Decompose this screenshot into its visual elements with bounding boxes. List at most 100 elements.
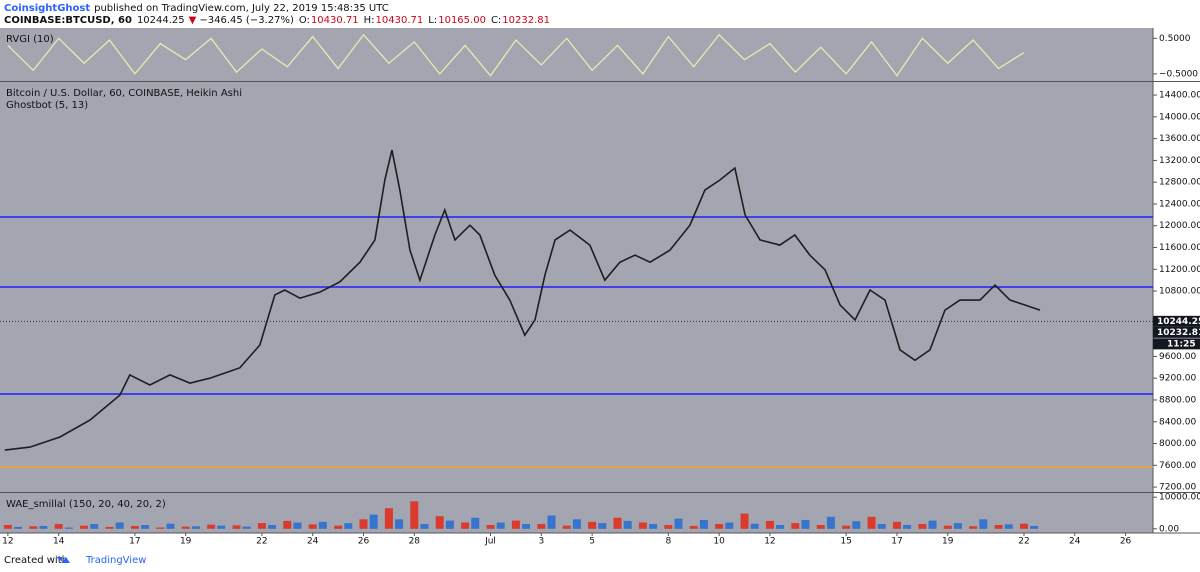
histogram-bar [268, 525, 277, 529]
histogram-bar [1030, 525, 1039, 529]
histogram-bar [547, 515, 556, 529]
histogram-bar [461, 522, 470, 529]
histogram-bar [359, 519, 368, 529]
ohlc-key: H: [364, 15, 375, 26]
pane-title: WAE_smillal (150, 20, 40, 20, 2) [6, 499, 166, 510]
histogram-bar [826, 516, 835, 529]
countdown: 11:25 [1167, 339, 1196, 349]
ohlc-key: C: [491, 15, 501, 26]
histogram-bar [283, 520, 292, 529]
histogram-bar [1019, 523, 1028, 529]
histogram-bar [572, 519, 581, 529]
charts: RVGI (10) 0.5000 −0.5000 Bitcoin / U.S. Dol… [0, 33, 1200, 547]
logo [56, 557, 70, 563]
x-tick-label: 3 [538, 537, 544, 547]
ohlc-value: 10430.71 [376, 15, 424, 26]
histogram-bar [816, 525, 825, 529]
published: published on TradingView.com, July 22, 2… [94, 3, 389, 14]
histogram-bar [979, 519, 988, 529]
histogram-bar [3, 525, 12, 529]
histogram-bar [699, 519, 708, 529]
price-badge [1153, 326, 1200, 338]
histogram-bar [877, 524, 886, 529]
price-badge [1153, 315, 1200, 327]
series-line [7, 33, 1025, 77]
author[interactable]: CoinsightGhost [4, 3, 90, 14]
histogram-bar [598, 523, 607, 529]
ohlc-key: O: [299, 15, 310, 26]
y-tick-label: 11600.00 [1159, 243, 1200, 253]
chart-background [0, 28, 1153, 533]
y-tick-label: 12800.00 [1159, 178, 1200, 188]
histogram-bar [435, 516, 444, 529]
histogram-bar [90, 524, 99, 529]
price-axis-background [1153, 28, 1200, 533]
y-tick-label: 10000.00 [1159, 493, 1200, 503]
x-tick-label: 14 [53, 537, 65, 547]
histogram-bar [776, 525, 785, 529]
footer-brand[interactable]: TradingView [85, 555, 146, 566]
y-tick-label: 13200.00 [1159, 156, 1200, 166]
ohlc-key: L: [428, 15, 437, 26]
histogram-bar [953, 523, 962, 529]
histogram-bar [852, 521, 861, 529]
ohlc-value: 10165.00 [438, 15, 486, 26]
histogram-bar [54, 524, 63, 529]
histogram-bar [664, 525, 673, 529]
histogram-bar [115, 522, 124, 529]
histogram-bar [537, 524, 546, 529]
y-tick-label: 13600.00 [1159, 134, 1200, 144]
y-tick-label: 9600.00 [1159, 352, 1196, 362]
price-label: 10232.81 [1157, 328, 1200, 338]
y-tick-label: 8000.00 [1159, 439, 1196, 449]
x-tick-label: 5 [589, 537, 595, 547]
histogram-bar [892, 521, 901, 529]
x-tick-label: 28 [409, 537, 421, 547]
histogram-bar [395, 519, 404, 529]
histogram-bar [791, 523, 800, 529]
histogram-bar [994, 525, 1003, 529]
y-tick-label: 7200.00 [1159, 483, 1196, 493]
histogram-bar [486, 525, 495, 529]
x-tick-label: 12 [2, 537, 13, 547]
x-tick-label: 17 [891, 537, 902, 547]
histogram-bar [471, 517, 480, 529]
x-tick-label: 24 [1069, 537, 1081, 547]
histogram-bar [613, 517, 622, 529]
histogram-bar [232, 525, 241, 529]
countdown-badge [1153, 338, 1200, 350]
histogram-bar [334, 525, 343, 529]
histogram-bar [410, 501, 419, 529]
histogram-bar [674, 518, 683, 529]
x-tick-label: 26 [358, 537, 370, 547]
publish-line: CoinsightGhost published on TradingView.c… [4, 3, 389, 14]
change: −346.45 (−3.27%) [199, 15, 294, 26]
x-tick-label: 8 [665, 537, 671, 547]
x-tick-label: 19 [180, 537, 192, 547]
histogram-bar [318, 521, 327, 529]
histogram-bar [242, 526, 251, 529]
histogram-bar [369, 514, 378, 529]
histogram-bar [191, 526, 200, 529]
histogram-bar [166, 523, 175, 529]
histogram-bar [918, 524, 927, 529]
pane-subtitle: Ghostbot (5, 13) [6, 100, 88, 111]
histogram-bar [562, 525, 571, 529]
y-tick-label: 11200.00 [1159, 265, 1200, 275]
histogram-bar [445, 520, 454, 529]
ohlc-value: 10232.81 [502, 15, 550, 26]
histogram-bar [207, 524, 216, 529]
ohlc: O:10430.71 H:10430.71 L:10165.00 C:10232.81 [299, 15, 550, 26]
histogram-bar [969, 526, 978, 529]
histogram-bar [181, 526, 190, 529]
histogram-bar [740, 513, 749, 529]
histogram-bar [522, 524, 531, 529]
histogram-bar [765, 520, 774, 529]
symbol-line: COINBASE:BTCUSD, 60 10244.25 ▼ −346.45 (−3.… [4, 15, 550, 26]
histogram-bar [293, 522, 302, 529]
y-tick-label: 0.00 [1159, 524, 1179, 534]
footer: Created with TradingView [4, 555, 146, 566]
histogram-bar [725, 522, 734, 529]
